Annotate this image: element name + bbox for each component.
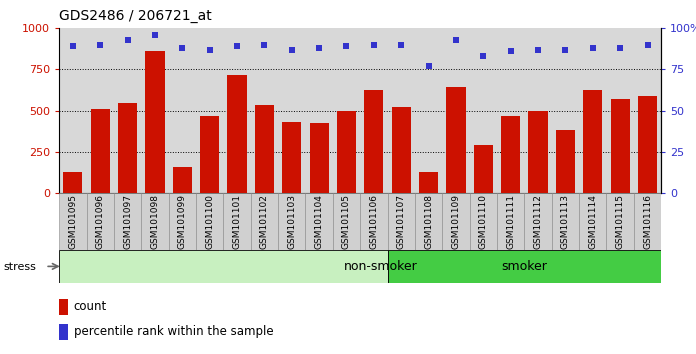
Text: GSM101108: GSM101108: [424, 194, 433, 249]
Text: GSM101106: GSM101106: [370, 194, 379, 249]
Bar: [579, 193, 606, 250]
Text: GSM101107: GSM101107: [397, 194, 406, 249]
Bar: [118, 103, 137, 193]
Text: GSM101112: GSM101112: [534, 194, 543, 249]
Text: GDS2486 / 206721_at: GDS2486 / 206721_at: [59, 9, 212, 23]
Bar: [255, 105, 274, 193]
Point: [232, 44, 243, 49]
Bar: [501, 115, 521, 193]
Bar: [497, 193, 524, 250]
Bar: [223, 193, 251, 250]
Bar: [173, 167, 192, 193]
Point: [587, 45, 599, 51]
Bar: [388, 193, 415, 250]
Bar: [634, 193, 661, 250]
Bar: [251, 193, 278, 250]
Bar: [59, 193, 86, 250]
Point: [341, 44, 352, 49]
Bar: [337, 111, 356, 193]
Point: [286, 47, 297, 52]
Bar: [196, 193, 223, 250]
Bar: [415, 193, 442, 250]
Point: [150, 32, 161, 38]
Bar: [524, 193, 552, 250]
Point: [505, 48, 516, 54]
Text: percentile rank within the sample: percentile rank within the sample: [74, 325, 274, 338]
Bar: [606, 193, 634, 250]
Bar: [200, 115, 219, 193]
Text: count: count: [74, 301, 107, 313]
Bar: [114, 193, 141, 250]
Bar: [278, 193, 306, 250]
Point: [122, 37, 133, 43]
Bar: [638, 96, 657, 193]
Text: GSM101105: GSM101105: [342, 194, 351, 249]
Text: GSM101103: GSM101103: [287, 194, 296, 249]
Bar: [556, 130, 575, 193]
Bar: [63, 172, 82, 193]
Point: [204, 47, 215, 52]
Bar: [168, 193, 196, 250]
Bar: [145, 51, 164, 193]
Point: [259, 42, 270, 48]
Point: [395, 42, 406, 48]
Bar: [470, 193, 497, 250]
Point: [642, 42, 653, 48]
Bar: [388, 250, 661, 283]
Text: GSM101109: GSM101109: [452, 194, 461, 249]
Bar: [86, 193, 114, 250]
Point: [532, 47, 544, 52]
Bar: [282, 122, 301, 193]
Text: GSM101101: GSM101101: [232, 194, 242, 249]
Bar: [228, 75, 246, 193]
Bar: [446, 87, 466, 193]
Text: GSM101110: GSM101110: [479, 194, 488, 249]
Text: stress: stress: [3, 262, 36, 272]
Bar: [141, 193, 168, 250]
Bar: [306, 193, 333, 250]
Bar: [442, 193, 470, 250]
Text: GSM101100: GSM101100: [205, 194, 214, 249]
Text: GSM101099: GSM101099: [177, 194, 187, 249]
Text: non-smoker: non-smoker: [344, 260, 418, 273]
Text: GSM101111: GSM101111: [506, 194, 515, 249]
Text: GSM101115: GSM101115: [616, 194, 624, 249]
Text: smoker: smoker: [501, 260, 547, 273]
Bar: [364, 90, 383, 193]
Text: GSM101113: GSM101113: [561, 194, 570, 249]
Point: [68, 44, 79, 49]
Bar: [528, 112, 548, 193]
Point: [450, 37, 461, 43]
Point: [477, 53, 489, 59]
Bar: [90, 109, 110, 193]
Bar: [59, 250, 388, 283]
Text: GSM101097: GSM101097: [123, 194, 132, 249]
Point: [423, 63, 434, 69]
Bar: [583, 90, 602, 193]
Point: [95, 42, 106, 48]
Text: GSM101098: GSM101098: [150, 194, 159, 249]
Bar: [333, 193, 361, 250]
Text: GSM101114: GSM101114: [588, 194, 597, 249]
Text: GSM101116: GSM101116: [643, 194, 652, 249]
Bar: [610, 99, 630, 193]
Text: GSM101104: GSM101104: [315, 194, 324, 249]
Bar: [419, 172, 438, 193]
Point: [615, 45, 626, 51]
Bar: [392, 107, 411, 193]
Bar: [552, 193, 579, 250]
Text: GSM101096: GSM101096: [96, 194, 104, 249]
Text: GSM101095: GSM101095: [68, 194, 77, 249]
Point: [177, 45, 188, 51]
Point: [314, 45, 325, 51]
Bar: [474, 145, 493, 193]
Point: [368, 42, 379, 48]
Bar: [361, 193, 388, 250]
Text: GSM101102: GSM101102: [260, 194, 269, 249]
Bar: [310, 123, 329, 193]
Point: [560, 47, 571, 52]
